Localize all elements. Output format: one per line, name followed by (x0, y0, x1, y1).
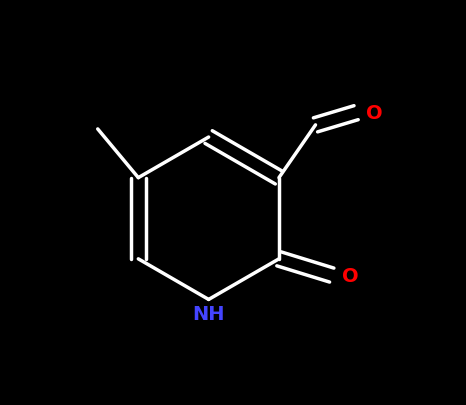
Text: O: O (342, 266, 358, 285)
Text: O: O (366, 104, 383, 123)
Text: NH: NH (192, 304, 225, 323)
